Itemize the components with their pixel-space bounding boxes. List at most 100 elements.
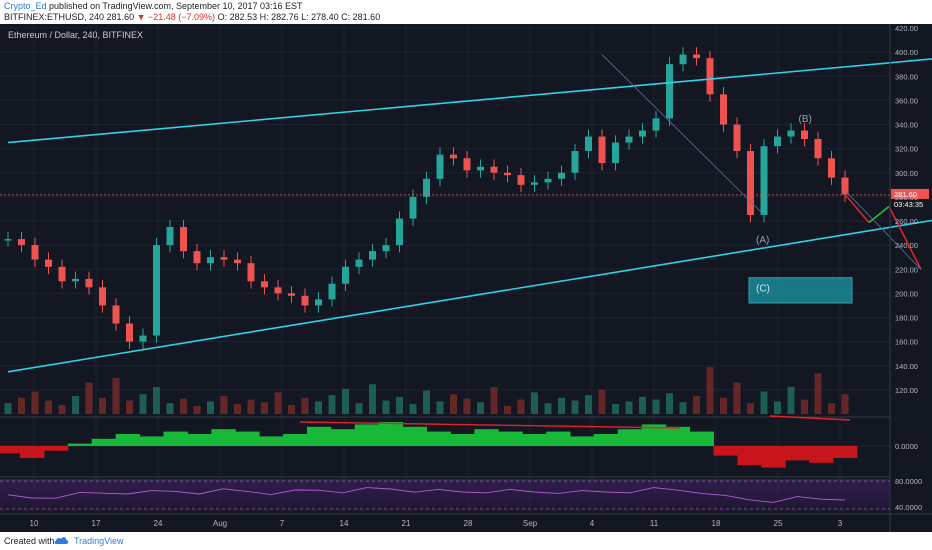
macd-bar <box>641 424 667 446</box>
time-tick-label: 7 <box>280 519 285 528</box>
volume-bar <box>261 402 268 414</box>
macd-bar <box>67 443 93 446</box>
candle-body <box>58 266 66 282</box>
volume-bar <box>693 396 700 414</box>
candle-body <box>355 259 363 267</box>
candle-body <box>409 196 417 219</box>
volume-bar <box>328 395 336 414</box>
candle-body <box>693 54 700 59</box>
volume-bar <box>463 398 471 414</box>
price-tick-label: 380.00 <box>895 72 918 81</box>
candle-body <box>247 263 255 282</box>
price-tick-label: 220.00 <box>895 265 918 274</box>
volume-bar <box>585 395 592 414</box>
candle-body <box>382 245 390 252</box>
volume-bar <box>423 390 430 414</box>
volume-bar <box>504 405 511 414</box>
volume-bar <box>666 393 673 414</box>
candle-body <box>436 154 444 179</box>
ohlc-values: O: 282.53 H: 282.76 L: 278.40 C: 281.60 <box>217 12 381 22</box>
volume-bars <box>4 367 849 414</box>
volume-bar <box>382 400 390 414</box>
macd-bar <box>43 446 69 451</box>
candle-body <box>625 136 633 143</box>
candle-body <box>517 175 525 185</box>
volume-bar <box>450 394 457 414</box>
macd-bar <box>833 446 858 458</box>
candle-body <box>180 227 187 252</box>
footer-bar: Created with TradingView <box>0 532 932 550</box>
volume-bar <box>58 405 66 414</box>
volume-bar <box>207 401 214 414</box>
macd-bar <box>19 446 45 458</box>
candle-body <box>544 178 552 183</box>
candle-body <box>639 130 646 137</box>
volume-bar <box>301 397 309 414</box>
candle-body <box>207 257 214 264</box>
candle-body <box>666 64 673 119</box>
time-tick-label: Aug <box>213 519 227 528</box>
candle-body <box>558 172 565 179</box>
candle-body <box>342 266 349 284</box>
time-axis: 10 17 24 Aug 7 14 21 28 Sep 4 11 18 25 3 <box>0 513 932 528</box>
volume-bar <box>733 382 741 414</box>
wave-label-c: (C) <box>756 284 770 295</box>
candle-body <box>706 58 714 95</box>
candle-body <box>531 182 538 185</box>
volume-bar <box>558 397 565 414</box>
current-price-badge <box>891 188 929 199</box>
candle-body <box>45 259 52 267</box>
macd-bar <box>689 431 714 446</box>
volume-bar <box>31 391 39 414</box>
price-chart[interactable]: Ethereum / Dollar, 240, BITFINEX 281.600… <box>0 24 932 532</box>
price-tick-label: 260.00 <box>895 217 918 226</box>
volume-bar <box>274 392 282 414</box>
volume-bar <box>720 397 727 414</box>
volume-bar <box>612 404 619 414</box>
volume-bar <box>342 388 349 414</box>
candle-body <box>85 278 93 288</box>
projection-arrow-down <box>844 193 870 223</box>
tradingview-brand-link[interactable]: TradingView <box>74 536 124 546</box>
volume-bar <box>247 399 255 414</box>
rsi-pane: 80.0000 40.0000 <box>0 476 922 512</box>
volume-bar <box>679 402 687 414</box>
macd-bar <box>91 438 117 446</box>
macd-bar <box>737 446 762 466</box>
channel-upper-line <box>7 58 932 144</box>
volume-bar <box>85 382 93 414</box>
macd-bar <box>211 429 236 446</box>
macd-bar <box>402 426 427 446</box>
candle-body <box>463 158 471 171</box>
candle-body <box>274 287 282 294</box>
price-tick-label: 160.00 <box>895 338 918 347</box>
macd-bar <box>809 446 834 463</box>
created-with-label: Created with <box>4 536 55 546</box>
candle-body <box>288 293 295 296</box>
candle-body <box>504 172 511 176</box>
volume-bar <box>139 394 147 414</box>
volume-bar <box>760 391 768 414</box>
volume-bar <box>45 400 52 414</box>
volume-bar <box>409 404 417 414</box>
volume-bar <box>639 396 646 414</box>
publish-header: Crypto_Ed published on TradingView.com, … <box>0 0 932 24</box>
candle-body <box>477 166 484 171</box>
candle-body <box>112 305 120 324</box>
price-tick-label: 240.00 <box>895 241 918 250</box>
author-link[interactable]: Crypto_Ed <box>4 1 47 11</box>
macd-bar <box>426 431 451 446</box>
wave-label-a: (A) <box>756 235 769 246</box>
candle-body <box>153 245 160 336</box>
macd-bar <box>330 429 356 446</box>
volume-bar <box>72 396 79 414</box>
volume-bar <box>99 397 106 414</box>
volume-bar <box>112 378 120 414</box>
volume-bar <box>153 387 160 414</box>
macd-bar <box>761 446 786 468</box>
candle-body <box>787 130 795 137</box>
macd-bar <box>546 431 571 446</box>
macd-bar <box>713 446 738 456</box>
macd-tick-label: 0.0000 <box>895 442 918 451</box>
